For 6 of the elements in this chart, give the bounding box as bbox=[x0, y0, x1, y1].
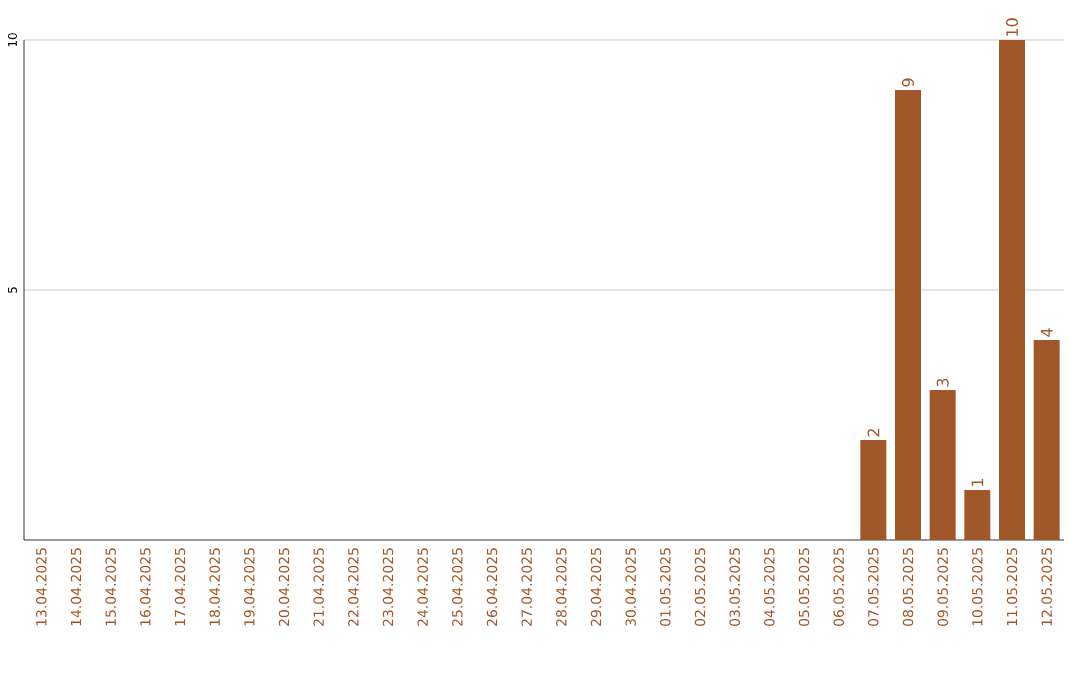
bar bbox=[929, 390, 956, 540]
bar bbox=[860, 440, 887, 540]
bar bbox=[964, 490, 991, 540]
bar bbox=[1033, 339, 1060, 540]
bar bbox=[999, 39, 1026, 540]
bar bbox=[895, 89, 922, 540]
